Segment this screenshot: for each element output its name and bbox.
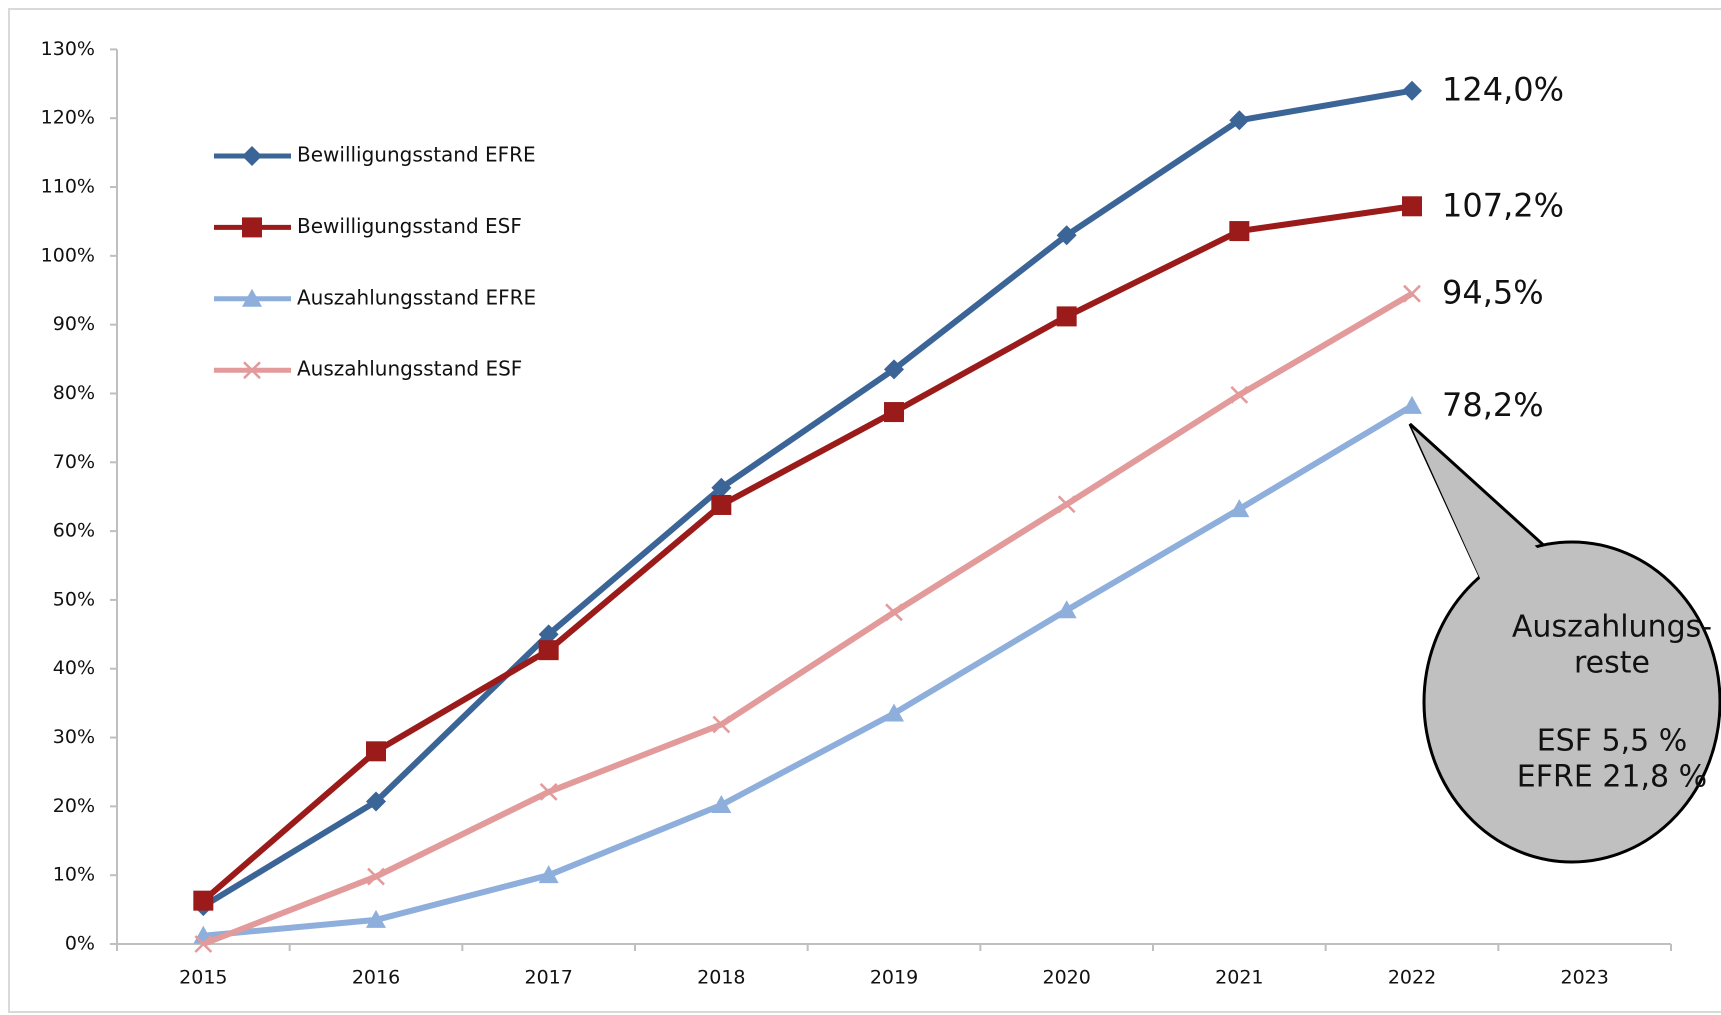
marker — [884, 359, 904, 380]
marker — [1403, 284, 1421, 303]
series-line — [202, 291, 1414, 947]
callout-text: ESF 5,5 % — [1537, 724, 1688, 759]
y-tick-label: 100% — [41, 244, 95, 266]
marker — [1056, 225, 1077, 246]
marker — [884, 703, 904, 722]
y-tick-label: 80% — [53, 382, 95, 404]
x-tick-label: 2016 — [352, 967, 400, 989]
marker — [538, 865, 559, 884]
marker — [539, 783, 558, 801]
marker — [366, 909, 386, 928]
callout-bubble — [1422, 540, 1721, 864]
marker — [366, 791, 386, 812]
marker — [1229, 110, 1250, 131]
chart-frame — [8, 8, 1721, 1013]
x-tick-label: 2021 — [1215, 967, 1263, 989]
marker — [538, 640, 559, 661]
marker — [712, 715, 731, 734]
y-tick-label: 10% — [53, 864, 95, 886]
y-tick-label: 60% — [53, 520, 95, 542]
marker — [884, 402, 904, 423]
legend-item: Bewilligungsstand ESF — [214, 214, 522, 238]
marker — [367, 867, 385, 886]
callout: Auszahlungs- reste ESF 5,5 % EFRE 21,8 % — [1408, 422, 1721, 864]
marker — [1229, 221, 1250, 242]
x-tick-label: 2017 — [524, 967, 572, 989]
legend-label: Bewilligungsstand ESF — [297, 214, 522, 238]
callout-text: EFRE 21,8 % — [1517, 760, 1707, 795]
marker — [243, 361, 261, 380]
value-label: 107,2% — [1442, 186, 1564, 224]
y-tick-label: 120% — [41, 107, 95, 129]
y-tick-label: 50% — [53, 588, 95, 610]
callout-text: reste — [1574, 646, 1650, 681]
x-tick-label: 2020 — [1042, 967, 1090, 989]
x-tick-label: 2015 — [179, 967, 227, 989]
x-tick-label: 2023 — [1560, 967, 1608, 989]
marker — [1056, 600, 1077, 619]
value-label: 124,0% — [1442, 71, 1564, 109]
legend-item: Auszahlungsstand ESF — [214, 357, 522, 381]
series-line — [203, 403, 1414, 939]
y-tick-label: 90% — [53, 313, 95, 335]
callout-join — [1412, 428, 1556, 618]
marker — [1402, 196, 1422, 217]
series-line — [201, 87, 1413, 909]
legend-label: Auszahlungsstand ESF — [297, 357, 522, 381]
marker — [1229, 499, 1250, 518]
marker — [193, 890, 214, 911]
value-label: 94,5% — [1442, 274, 1544, 312]
x-tick-label: 2019 — [870, 967, 918, 989]
y-tick-label: 20% — [53, 795, 95, 817]
marker — [538, 624, 559, 645]
marker — [366, 741, 386, 762]
series-line — [201, 203, 1413, 903]
x-tick-label: 2022 — [1388, 967, 1436, 989]
legend-label: Bewilligungsstand EFRE — [297, 143, 536, 167]
marker — [711, 477, 732, 498]
value-label: 78,2% — [1442, 386, 1544, 424]
marker — [194, 935, 213, 953]
marker — [242, 217, 262, 238]
marker — [711, 494, 732, 515]
marker — [1402, 80, 1422, 101]
marker — [1402, 395, 1422, 414]
marker — [242, 288, 262, 307]
marker — [1056, 306, 1077, 327]
y-tick-label: 0% — [65, 933, 95, 955]
marker — [885, 603, 903, 622]
legend-item: Bewilligungsstand EFRE — [214, 143, 536, 167]
x-tick-label: 2018 — [697, 967, 745, 989]
y-tick-label: 30% — [53, 726, 95, 748]
y-tick-label: 110% — [41, 176, 95, 198]
marker — [1230, 385, 1249, 404]
marker — [711, 794, 732, 813]
marker — [1057, 495, 1076, 514]
legend-label: Auszahlungsstand EFRE — [297, 285, 536, 309]
y-tick-label: 40% — [53, 657, 95, 679]
y-tick-label: 70% — [53, 451, 95, 473]
marker — [242, 146, 262, 166]
callout-text: Auszahlungs- — [1512, 610, 1712, 645]
legend-item: Auszahlungsstand EFRE — [214, 285, 536, 309]
y-tick-label: 130% — [41, 38, 95, 60]
